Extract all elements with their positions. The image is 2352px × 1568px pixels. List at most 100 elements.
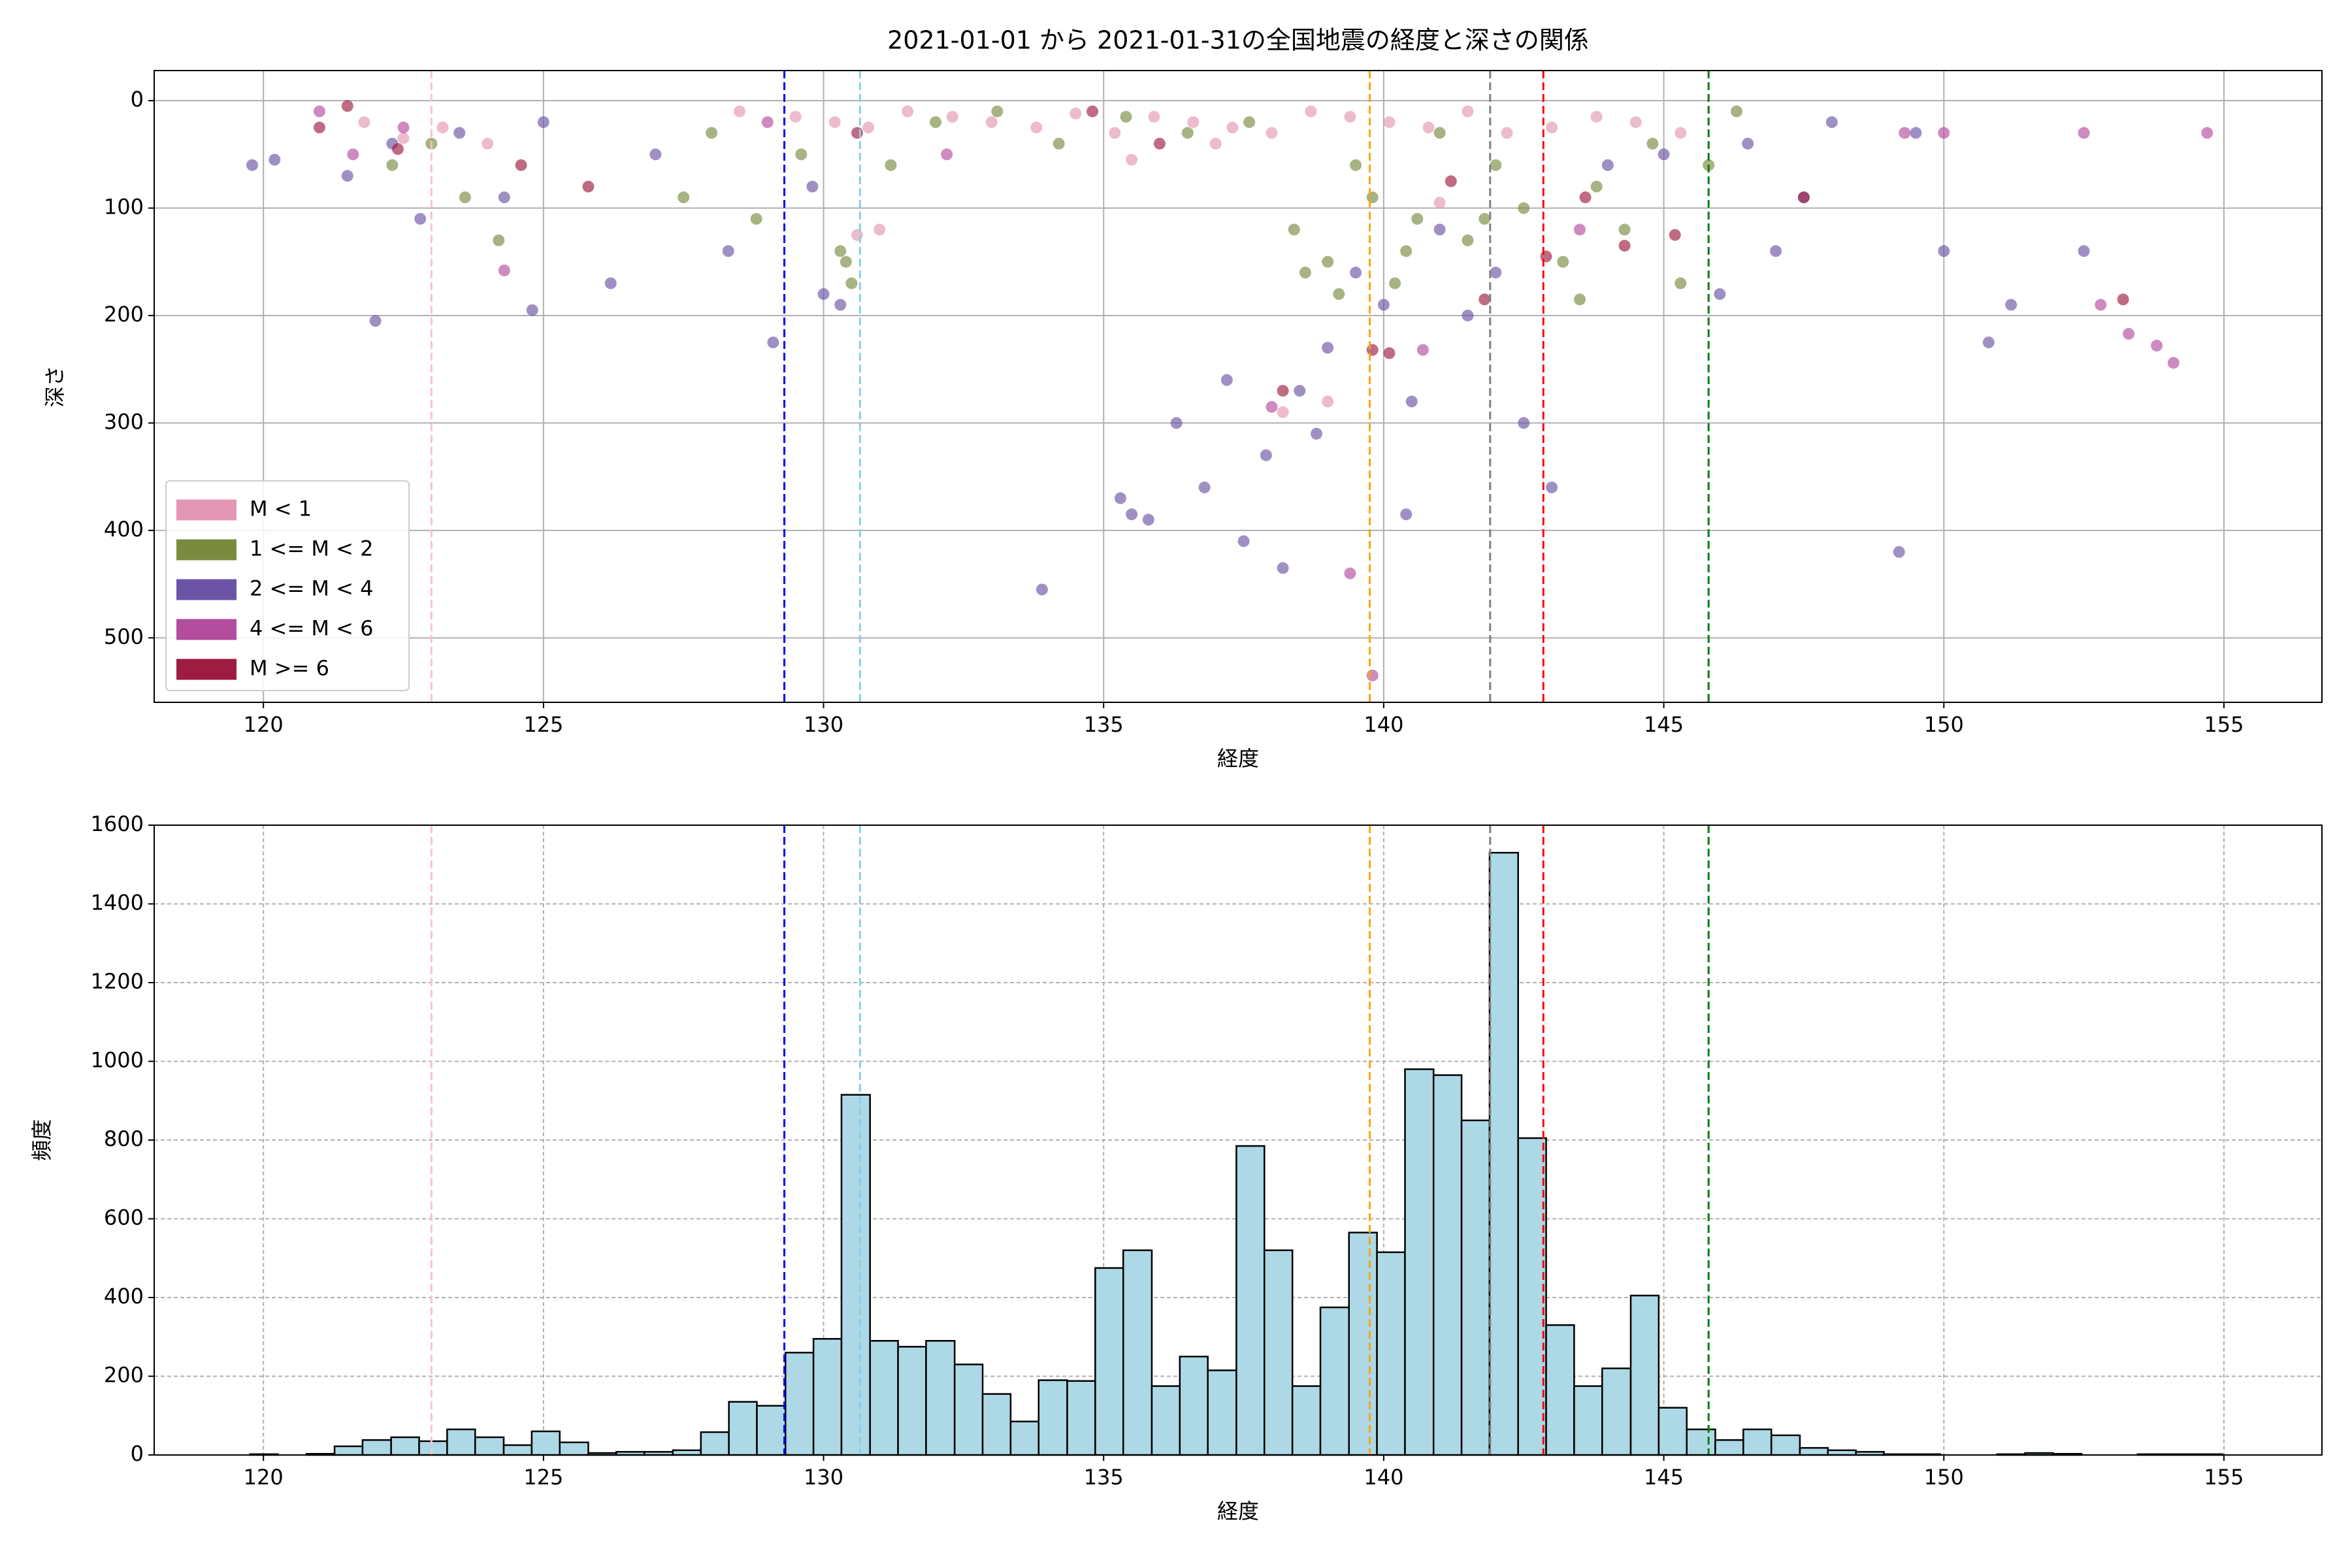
point (1322, 395, 1334, 408)
point (2167, 357, 2180, 369)
y-tick-label: 0 (131, 1441, 144, 1466)
bar (502, 1444, 533, 1456)
bar (1742, 1428, 1772, 1456)
bar (1264, 1249, 1294, 1456)
bar (1151, 1385, 1181, 1456)
point (1288, 223, 1300, 236)
bar (840, 1094, 871, 1456)
point (1893, 546, 1905, 558)
bar (418, 1440, 448, 1456)
bar (1404, 1068, 1435, 1456)
point (2151, 340, 2163, 352)
point (1674, 127, 1687, 139)
point (515, 159, 527, 171)
point (1294, 385, 1306, 397)
bar (728, 1401, 758, 1456)
bar (672, 1449, 702, 1456)
point (1490, 267, 1502, 279)
y-tick-label: 1600 (91, 811, 144, 836)
point (862, 122, 875, 134)
bar (953, 1364, 984, 1456)
point (1383, 116, 1396, 128)
point (2201, 127, 2213, 139)
point (1557, 255, 1569, 268)
point (1344, 567, 1356, 580)
point (828, 116, 841, 128)
x-tick-label: 130 (804, 712, 843, 737)
point (1770, 245, 1782, 257)
point (1825, 116, 1838, 128)
point (498, 191, 510, 204)
point (1277, 385, 1289, 397)
point (1153, 137, 1166, 150)
point (1478, 212, 1491, 225)
point (436, 122, 449, 134)
point (1478, 293, 1491, 306)
bar (700, 1431, 730, 1456)
point (1422, 122, 1435, 134)
point (1266, 127, 1278, 139)
point (1416, 344, 1429, 356)
point (1226, 122, 1239, 134)
legend-swatch (176, 659, 237, 680)
bar (474, 1436, 505, 1456)
bar (1319, 1306, 1350, 1456)
bar (390, 1436, 420, 1456)
point (806, 180, 819, 193)
point (1170, 417, 1183, 429)
legend-label: 4 <= M < 6 (250, 616, 373, 641)
point (1126, 508, 1138, 521)
point (313, 122, 325, 134)
point (1053, 137, 1065, 150)
point (991, 105, 1004, 118)
x-tick-label: 135 (1084, 712, 1124, 737)
point (1405, 395, 1418, 408)
point (582, 180, 595, 193)
point (414, 212, 427, 225)
point (1277, 562, 1289, 574)
point (1126, 154, 1138, 166)
point (834, 299, 847, 311)
bar (1460, 1119, 1491, 1456)
bar (981, 1393, 1012, 1456)
point (269, 154, 281, 166)
point (1629, 116, 1642, 128)
bar (897, 1346, 927, 1456)
point (1669, 229, 1681, 241)
point (1220, 374, 1233, 386)
bar (1235, 1145, 1266, 1456)
point (1573, 223, 1586, 236)
x-tick-label: 130 (804, 1465, 843, 1490)
bar (756, 1405, 787, 1456)
bar (1432, 1074, 1463, 1456)
y-tick-label: 800 (104, 1126, 144, 1151)
point (1462, 105, 1474, 118)
point (1938, 245, 1950, 257)
point (1114, 492, 1126, 504)
point (1311, 427, 1323, 440)
point (2117, 293, 2129, 306)
point (1618, 240, 1631, 252)
point (1445, 175, 1457, 188)
point (1383, 347, 1396, 359)
x-tick-label: 145 (1644, 1465, 1684, 1490)
point (1490, 159, 1502, 171)
point (1797, 191, 1810, 204)
legend-swatch (176, 619, 237, 640)
point (1433, 127, 1446, 139)
y-tick-label: 1000 (91, 1048, 144, 1073)
chart-title: 2021-01-01 から 2021-01-31の全国地震の経度と深さの関係 (887, 26, 1589, 55)
point (985, 116, 998, 128)
point (459, 191, 471, 204)
point (795, 148, 808, 161)
point (1899, 127, 1911, 139)
point (1590, 110, 1603, 123)
point (2123, 327, 2135, 340)
bar (1714, 1439, 1744, 1456)
y-tick-label: 300 (104, 409, 144, 434)
point (397, 122, 410, 134)
bar (361, 1439, 392, 1456)
bar (1348, 1232, 1378, 1456)
point (1910, 127, 1922, 139)
bar (1488, 851, 1519, 1456)
